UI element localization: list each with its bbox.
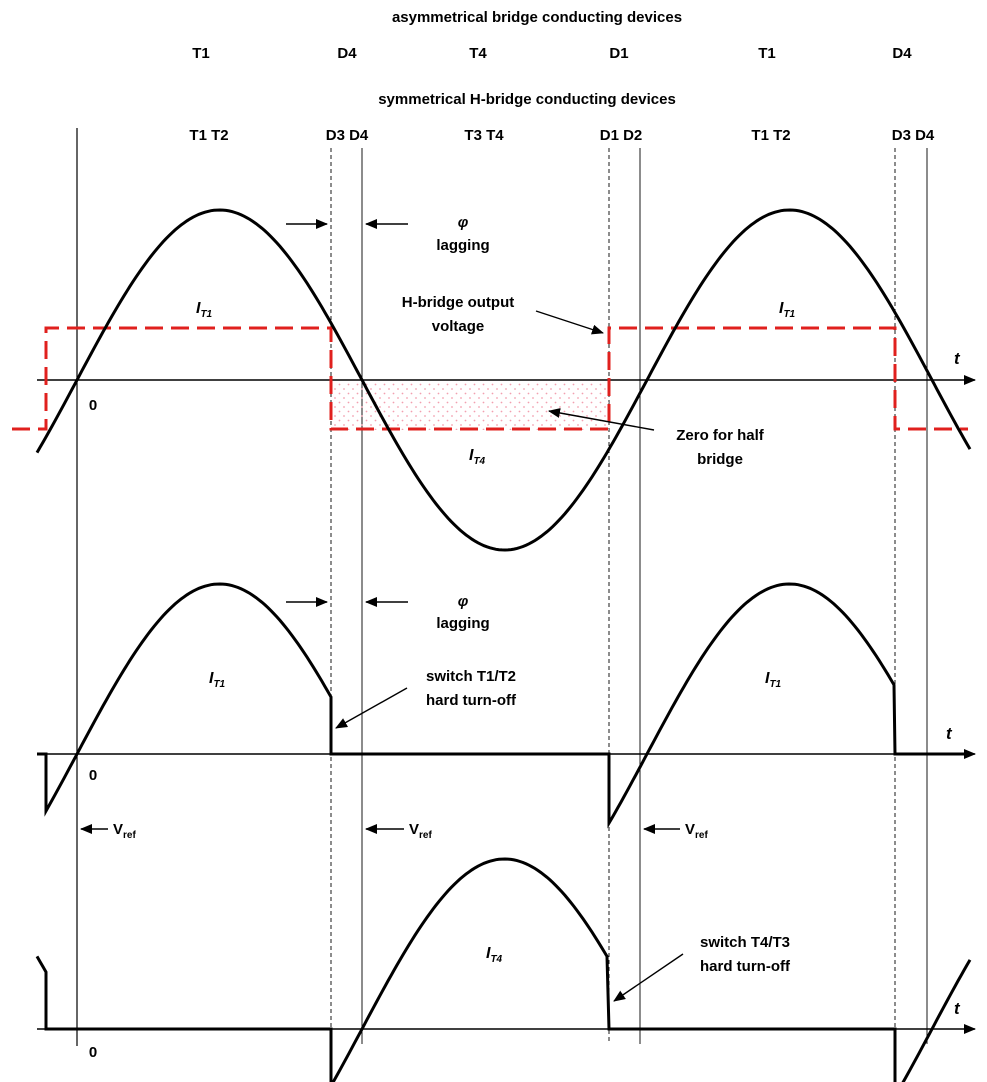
origin-label-bottom: 0 <box>89 1044 97 1061</box>
sym-device-5: T1 T2 <box>751 127 790 144</box>
asym-device-5: T1 <box>758 45 776 62</box>
zero-shaded-region <box>333 381 609 430</box>
time-label-top: t <box>954 349 961 368</box>
current-label-it1-middle-right: IT1 <box>765 670 782 690</box>
load-current-sine <box>35 208 972 552</box>
middle-panel: φ lagging IT1 IT1 switch T1/T2 hard turn… <box>37 582 976 829</box>
output-voltage-dashed <box>12 326 968 431</box>
switch-t1t2-label-line1: switch T1/T2 <box>426 668 516 685</box>
current-label-it1-top-left: IT1 <box>196 300 213 320</box>
asym-device-row: T1 D4 T4 D1 T1 D4 <box>192 45 912 62</box>
zero-half-bridge-line1: Zero for half <box>676 427 765 444</box>
asym-device-3: T4 <box>469 45 487 62</box>
origin-label-top: 0 <box>89 397 97 414</box>
sym-device-4: D1 D2 <box>600 127 643 144</box>
vref-label-3: Vref <box>685 821 708 841</box>
asym-device-6: D4 <box>892 45 912 62</box>
asym-device-4: D1 <box>609 45 628 62</box>
vref-label-2: Vref <box>409 821 432 841</box>
switch-t4t3-label-line2: hard turn-off <box>700 958 791 975</box>
switch-t4t3-label-line1: switch T4/T3 <box>700 934 790 951</box>
switch-t1t2-label-line2: hard turn-off <box>426 692 517 709</box>
current-label-it4-bottom: IT4 <box>486 945 503 965</box>
lagging-label-middle: lagging <box>436 615 489 632</box>
asym-device-2: D4 <box>337 45 357 62</box>
bottom-panel: Vref Vref Vref IT4 switch T4/T3 hard tur… <box>35 821 976 1082</box>
symmetrical-title: symmetrical H-bridge conducting devices <box>378 91 676 108</box>
switch-t1t2-arrow <box>335 687 408 729</box>
vref-label-1: Vref <box>113 821 136 841</box>
zero-half-bridge-arrow <box>548 408 655 431</box>
sym-device-1: T1 T2 <box>189 127 228 144</box>
asym-device-1: T1 <box>192 45 210 62</box>
time-label-bottom: t <box>954 999 961 1018</box>
lagging-label-top: lagging <box>436 237 489 254</box>
sym-device-2: D3 D4 <box>326 127 369 144</box>
switch-t4-current <box>35 857 972 1082</box>
sym-device-6: D3 D4 <box>892 127 935 144</box>
time-label-middle: t <box>946 724 953 743</box>
origin-label-middle: 0 <box>89 767 97 784</box>
current-label-it1-middle-left: IT1 <box>209 670 226 690</box>
zero-half-bridge-line2: bridge <box>697 451 743 468</box>
top-panel: φ lagging IT1 IT1 IT4 H-bridge output vo… <box>12 208 976 552</box>
asymmetrical-title: asymmetrical bridge conducting devices <box>392 9 682 26</box>
phi-symbol-middle: φ <box>458 593 469 610</box>
output-voltage-label-line1: H-bridge output <box>402 294 514 311</box>
output-voltage-label-line2: voltage <box>432 318 485 335</box>
switch-t1-current <box>37 582 968 829</box>
output-voltage-arrow <box>535 310 604 335</box>
current-label-it4-top: IT4 <box>469 447 486 467</box>
sym-device-row: T1 T2 D3 D4 T3 T4 D1 D2 T1 T2 D3 D4 <box>189 127 935 144</box>
current-label-it1-top-right: IT1 <box>779 300 796 320</box>
reference-lines <box>76 128 928 1046</box>
sym-device-3: T3 T4 <box>464 127 504 144</box>
phi-symbol-top: φ <box>458 214 469 231</box>
switch-t4t3-arrow <box>613 953 684 1002</box>
